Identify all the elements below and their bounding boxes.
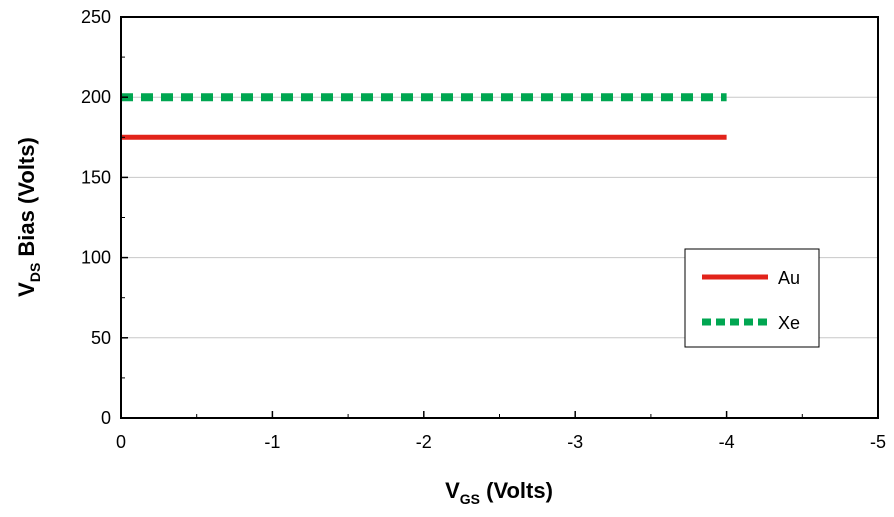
series-lines [121,93,727,140]
y-tick-labels: 0 50 100 150 200 250 [81,7,111,428]
x-axis-title: VGS (Volts) [445,478,553,507]
y-tick-label: 250 [81,7,111,27]
x-tick-label: 0 [116,432,126,452]
x-tick-labels: 0 -1 -2 -3 -4 -5 [116,432,886,452]
plot-area [120,16,879,419]
y-tick-label: 200 [81,87,111,107]
legend-label-au: Au [778,268,800,288]
axis-ticks [120,16,879,419]
y-axis-title: VDS Bias (Volts) [14,137,43,297]
x-tick-label: -3 [567,432,583,452]
x-tick-label: -1 [264,432,280,452]
legend: Au Xe [684,248,820,348]
legend-label-xe: Xe [778,313,800,333]
x-tick-label: -4 [719,432,735,452]
legend-box [684,248,820,348]
y-tick-label: 150 [81,167,111,187]
y-tick-label: 100 [81,248,111,268]
y-tick-label: 50 [91,328,111,348]
y-tick-label: 0 [101,408,111,428]
x-tick-label: -5 [870,432,886,452]
x-tick-label: -2 [416,432,432,452]
